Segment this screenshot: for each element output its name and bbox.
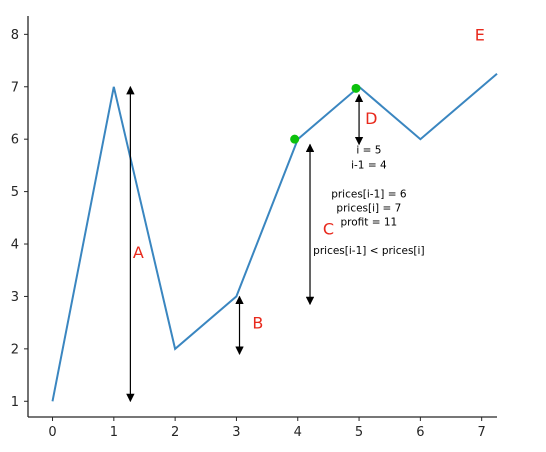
- y-tick-label: 5: [11, 185, 19, 200]
- annotation-text: prices[i-1] < prices[i]: [313, 245, 424, 257]
- arrow-label-a: A: [133, 243, 144, 262]
- x-tick-label: 4: [294, 425, 302, 440]
- annotation-arrows: A B C D E: [126, 25, 485, 403]
- y-tick-label: 1: [11, 395, 19, 410]
- y-tick-label: 7: [11, 80, 19, 95]
- annotation-text: i = 5: [356, 145, 381, 157]
- y-tick-label: 2: [11, 342, 19, 357]
- x-tick-label: 1: [110, 425, 118, 440]
- y-axis-ticks: 1 2 3 4 5 6 7 8: [11, 28, 28, 410]
- x-tick-label: 3: [232, 425, 240, 440]
- y-tick-label: 4: [11, 238, 19, 253]
- x-tick-label: 0: [48, 425, 56, 440]
- annotation-text: i-1 = 4: [351, 159, 387, 171]
- x-tick-label: 7: [478, 425, 486, 440]
- arrow-label-b: B: [252, 314, 263, 333]
- y-tick-label: 8: [11, 28, 19, 43]
- annotation-text: prices[i-1] = 6: [331, 189, 407, 201]
- price-series: [51, 72, 498, 402]
- corner-label: E: [475, 25, 485, 44]
- highlight-points: [290, 83, 361, 144]
- x-tick-label: 6: [416, 425, 424, 440]
- arrow-label-c: C: [323, 219, 334, 238]
- series-line: [51, 72, 498, 402]
- x-axis-ticks: 0 1 2 3 4 5 6 7: [48, 417, 486, 440]
- highlight-point: [351, 83, 361, 93]
- y-tick-label: 6: [11, 133, 19, 148]
- annotation-text: profit = 11: [340, 216, 397, 228]
- annotation-text: prices[i] = 7: [336, 202, 401, 214]
- highlight-point: [290, 134, 300, 144]
- arrow-label-d: D: [365, 109, 377, 128]
- x-tick-label: 5: [355, 425, 363, 440]
- y-tick-label: 3: [11, 290, 19, 305]
- axes: [27, 16, 497, 418]
- x-tick-label: 2: [171, 425, 179, 440]
